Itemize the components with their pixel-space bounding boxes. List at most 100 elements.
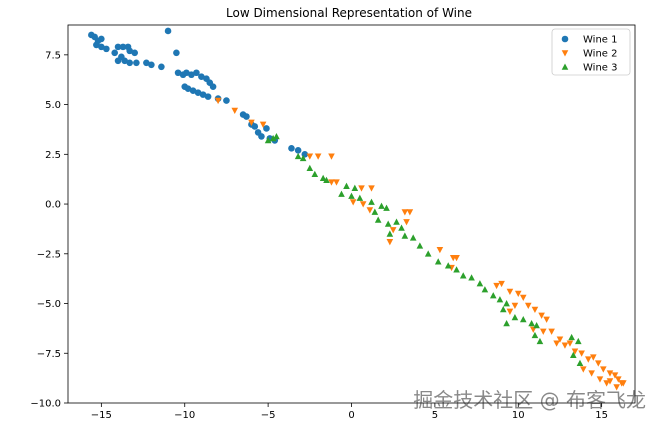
wine-3-point [306, 164, 314, 172]
wine-3-point [311, 170, 319, 178]
wine-3-point [476, 280, 484, 287]
wine-2-point [620, 380, 627, 387]
wine-3-point [401, 232, 409, 239]
wine-1-point [126, 47, 134, 55]
wine-3-point [569, 351, 577, 359]
legend-label: Wine 3 [583, 63, 617, 74]
y-tick-label: −7.5 [37, 349, 61, 360]
x-axis: −15 −10 −5 0 5 10 15 [91, 403, 608, 421]
wine-3-point [299, 154, 307, 162]
legend-label: Wine 1 [583, 35, 617, 46]
wine-3-point [269, 134, 277, 142]
wine-2-point [366, 207, 374, 214]
wine-2-point [524, 302, 532, 309]
wine-3-point [481, 286, 489, 293]
data-points [88, 27, 627, 391]
wine-2-point [328, 179, 335, 186]
wine-3-point [453, 266, 460, 273]
wine-2-point [548, 328, 555, 335]
wine-2-point [615, 376, 622, 383]
wine-2-point [359, 201, 367, 208]
wine-2-point [613, 384, 620, 391]
wine-2-point [580, 366, 587, 373]
wine-1-point [126, 59, 134, 67]
wine-1-point [143, 59, 150, 67]
wine-3-point [531, 331, 539, 339]
wine-2-point [314, 153, 322, 160]
legend: Wine 1 Wine 2 Wine 3 [551, 28, 631, 76]
wine-2-point [543, 316, 550, 323]
wine-1-point [209, 83, 217, 90]
wine-3-point [371, 208, 379, 215]
wine-2-point [259, 121, 267, 128]
wine-3-point [384, 220, 392, 227]
wine-1-point [193, 69, 200, 77]
wine-1-point [114, 43, 122, 51]
wine-3-point [528, 319, 535, 327]
wine-2-point [498, 280, 505, 288]
wine-3-point [503, 319, 510, 327]
wine-2-point [401, 209, 409, 216]
wine-2-point [571, 348, 579, 355]
wine-1-point [294, 147, 302, 154]
wine-3-point [398, 224, 405, 231]
plot-area [67, 24, 636, 404]
wine-2-point [403, 219, 410, 226]
wine-2-point [531, 306, 539, 313]
wine-2-point [566, 340, 574, 347]
y-tick-label: −10.0 [30, 399, 61, 410]
wine-2-point [611, 372, 619, 379]
wine-1-point [131, 49, 139, 57]
wine-1-point [98, 43, 105, 51]
wine-3-point [568, 333, 575, 341]
wine-2-point [514, 290, 522, 298]
wine-2-point [519, 294, 527, 302]
wine-2-point [333, 179, 340, 186]
wine-3-point [416, 242, 424, 249]
wine-2-point [506, 288, 514, 296]
wine-1-point [204, 93, 212, 100]
wine-3-point [511, 313, 519, 321]
wine-3-point [468, 274, 475, 281]
wine-2-point [595, 360, 602, 367]
wine-1-point [173, 49, 180, 57]
wine-2-point [248, 119, 255, 126]
legend-label: Wine 2 [583, 49, 617, 60]
wine-1-point [93, 41, 100, 49]
wine-1-point [121, 57, 128, 65]
y-axis: 7.5 5.0 2.5 0.0 −2.5 −5.0 −7.5 −10.0 [30, 50, 68, 410]
wine-3-point [533, 321, 540, 329]
wine-2-point [561, 342, 569, 349]
x-tick-label: 15 [595, 410, 608, 421]
wine-1-point [251, 123, 259, 130]
wine-2-point [606, 378, 614, 385]
legend-marker [561, 63, 569, 70]
wine-1-point [174, 69, 182, 77]
wine-1-point [189, 87, 197, 94]
x-tick-label: −15 [91, 410, 112, 421]
wine-1-point [111, 49, 118, 57]
x-tick-label: 10 [512, 410, 525, 421]
y-tick-label: −2.5 [37, 249, 61, 260]
wine-1-point [184, 85, 192, 92]
wine-1-point [158, 63, 165, 71]
wine-1-point [114, 57, 122, 65]
wine-2-point [553, 340, 560, 347]
wine-3-point [576, 359, 584, 367]
wine-2-point [600, 366, 607, 373]
wine-2-point [436, 247, 444, 254]
wine-1-point [258, 133, 265, 140]
wine-2-point [389, 227, 397, 234]
wine-2-point [596, 376, 604, 383]
wine-2-point [538, 312, 545, 319]
wine-3-point [383, 204, 390, 211]
wine-2-point [386, 239, 394, 246]
wine-2-point [358, 185, 365, 192]
wine-2-point [214, 97, 222, 105]
wine-3-point [409, 234, 417, 241]
x-tick-label: 5 [432, 410, 438, 421]
wine-3-point [536, 337, 544, 345]
legend-marker [561, 50, 569, 57]
wine-2-point [588, 370, 595, 377]
